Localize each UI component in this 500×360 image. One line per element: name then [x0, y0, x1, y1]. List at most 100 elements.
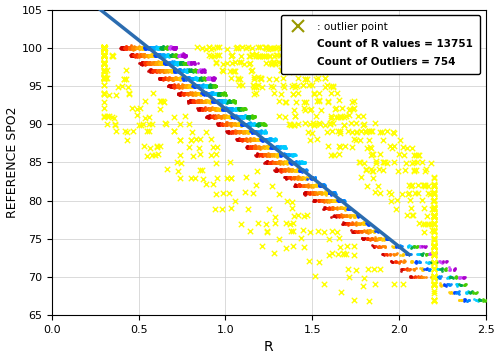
Point [190, 82, 198, 88]
Point [199, 68, 207, 73]
Point [197, 76, 205, 82]
Point [180, 91, 188, 97]
Point [240, 114, 248, 120]
Point [200, 106, 208, 112]
Point [212, 91, 220, 96]
Point [178, 53, 186, 59]
Point [244, 144, 252, 150]
Point [306, 190, 314, 196]
Point [188, 76, 196, 82]
Point [134, 44, 142, 50]
Point [178, 83, 186, 89]
Point [208, 113, 216, 119]
Point [244, 144, 252, 150]
Point [158, 60, 166, 66]
Point [372, 228, 380, 234]
Point [285, 52, 293, 58]
Point [193, 75, 201, 81]
Point [156, 45, 164, 51]
Point [182, 84, 190, 90]
Point [214, 91, 222, 97]
Point [300, 182, 308, 188]
Point [175, 60, 183, 66]
Point [276, 153, 283, 159]
Point [430, 282, 438, 288]
Point [268, 159, 276, 165]
Point [286, 160, 294, 166]
Point [317, 183, 325, 189]
Point [290, 167, 298, 172]
Point [182, 82, 190, 88]
Point [322, 198, 330, 204]
Point [218, 121, 226, 127]
Point [202, 83, 210, 89]
Point [168, 45, 175, 50]
Point [165, 76, 173, 82]
Point [434, 266, 442, 272]
Point [214, 106, 222, 112]
Point [190, 84, 198, 90]
Point [306, 190, 314, 195]
Point [237, 114, 245, 120]
Point [360, 221, 368, 226]
Point [250, 137, 258, 143]
Point [312, 181, 320, 187]
Point [164, 68, 172, 74]
Point [152, 52, 160, 58]
Point [220, 61, 228, 67]
Point [228, 99, 236, 104]
Point [260, 136, 268, 142]
Point [188, 83, 196, 89]
Point [215, 121, 223, 126]
Point [238, 106, 246, 112]
Point [426, 221, 434, 227]
Point [170, 60, 178, 66]
Point [225, 98, 233, 104]
Point [146, 52, 154, 58]
Point [214, 121, 222, 126]
Point [270, 151, 278, 157]
Point [330, 198, 338, 204]
Point [154, 68, 162, 74]
Point [263, 228, 271, 234]
Point [100, 82, 108, 88]
Point [245, 121, 253, 127]
Point [152, 44, 160, 50]
Point [144, 52, 152, 58]
Point [276, 60, 284, 66]
Point [313, 183, 321, 188]
Point [398, 252, 406, 257]
Point [224, 121, 232, 127]
Point [133, 52, 141, 58]
Point [192, 91, 200, 97]
Point [255, 145, 263, 150]
Point [184, 84, 192, 90]
Point [216, 90, 224, 96]
Point [443, 281, 451, 287]
Point [138, 60, 146, 66]
Point [430, 221, 438, 227]
Point [118, 45, 126, 51]
Point [140, 44, 148, 50]
Point [327, 191, 335, 197]
Point [122, 43, 130, 49]
Point [158, 68, 166, 74]
Point [158, 61, 166, 67]
Point [146, 68, 154, 73]
Point [250, 143, 258, 148]
Point [162, 75, 170, 81]
Point [156, 69, 164, 75]
Point [138, 60, 145, 66]
Point [269, 153, 277, 158]
Point [331, 213, 339, 219]
Point [194, 82, 202, 87]
Point [322, 198, 330, 204]
Point [156, 75, 164, 81]
Point [265, 137, 273, 143]
Point [295, 174, 303, 180]
Point [186, 60, 194, 66]
Point [301, 175, 309, 181]
Point [216, 113, 224, 119]
Point [167, 53, 175, 58]
Point [270, 152, 278, 158]
